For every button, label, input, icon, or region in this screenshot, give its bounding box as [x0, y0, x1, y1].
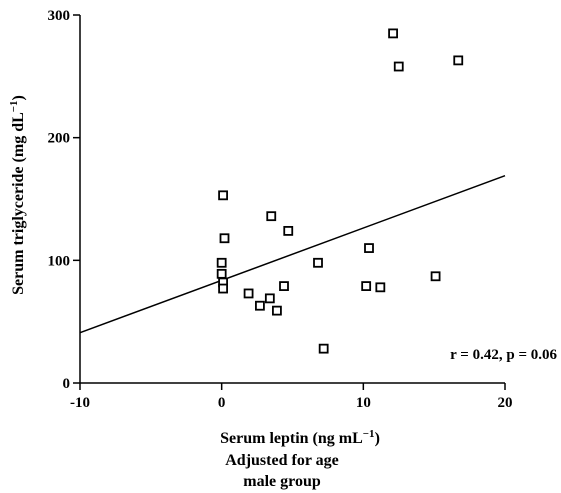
y-tick-label: 300: [48, 8, 71, 24]
y-axis-title-close: ): [10, 95, 27, 100]
data-point: [453, 55, 464, 66]
x-axis-title: Serum leptin (ng mL−1): [220, 428, 380, 447]
data-point: [218, 190, 228, 201]
y-tick-label: 200: [48, 131, 71, 147]
x-axis: -10 0 10 20: [70, 382, 513, 411]
data-point: [216, 257, 227, 268]
data-points: [216, 28, 464, 354]
x-axis-title-main: Serum leptin (ng mL: [220, 430, 363, 447]
data-point: [266, 211, 277, 222]
annotation-r-p: r = 0.42, p = 0.06: [450, 347, 557, 363]
data-point: [388, 28, 398, 39]
y-ticks: 0 100 200 300: [48, 8, 80, 392]
x-tick-label: 20: [498, 395, 513, 411]
y-tick-label: 100: [48, 253, 71, 269]
y-axis-title-sup: −1: [8, 100, 20, 112]
data-point: [219, 233, 230, 244]
data-point: [313, 257, 323, 268]
y-axis-title: Serum triglyceride (mg dL−1): [8, 95, 27, 295]
x-tick-label: 0: [218, 395, 226, 411]
data-point: [364, 243, 374, 253]
data-point: [361, 281, 372, 291]
data-point: [243, 288, 254, 299]
data-point: [393, 61, 404, 72]
data-point: [375, 282, 386, 293]
data-point: [218, 283, 228, 294]
subtitle-line-2: male group: [243, 473, 321, 490]
x-tick-label: -10: [70, 395, 90, 411]
data-point: [430, 271, 441, 282]
subtitle-line-1: Adjusted for age: [225, 452, 338, 469]
x-axis-title-close: ): [375, 430, 380, 447]
y-axis-title-main: Serum triglyceride (mg dL: [10, 112, 27, 295]
data-point: [216, 268, 227, 279]
regression-line: [79, 174, 506, 334]
x-axis-title-sup: −1: [363, 428, 375, 440]
data-point: [283, 225, 294, 236]
y-tick-label: 0: [63, 376, 71, 392]
data-point: [264, 293, 275, 304]
data-point: [318, 343, 329, 354]
x-tick-label: 10: [356, 395, 371, 411]
x-ticks: -10 0 10 20: [70, 383, 513, 411]
data-point: [255, 300, 265, 311]
data-point: [279, 281, 289, 291]
data-point: [272, 305, 282, 316]
y-axis: 0 100 200 300: [48, 8, 81, 392]
